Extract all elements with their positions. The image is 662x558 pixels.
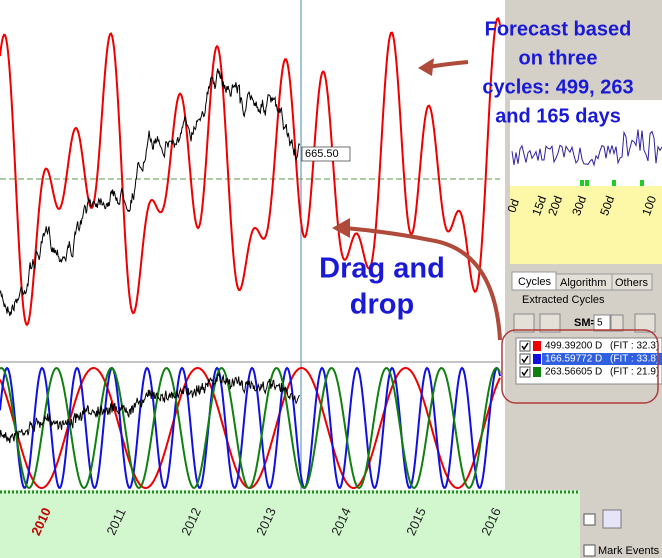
panel-title: Extracted Cycles <box>522 294 605 306</box>
row-checkbox[interactable] <box>519 353 531 365</box>
arrow-head <box>332 218 350 238</box>
periodogram-trace <box>511 129 662 167</box>
cycle-fit: (FIT : 21.9) <box>610 367 659 378</box>
selected-row <box>542 353 662 365</box>
cycle-fit: (FIT : 33.8) <box>610 354 659 365</box>
checkmark <box>521 355 529 364</box>
color-swatch <box>533 367 541 377</box>
tab[interactable] <box>611 273 653 291</box>
cycle-fit: (FIT : 32.3) <box>610 341 659 352</box>
row-checkbox[interactable] <box>519 366 531 378</box>
checkmark <box>521 368 529 377</box>
mark-events-checkbox[interactable] <box>583 544 596 557</box>
arrow <box>344 226 502 341</box>
cycle-curve <box>0 366 501 489</box>
time-axis <box>0 490 580 558</box>
highlight-outline <box>501 329 659 404</box>
arrow-head <box>418 58 434 76</box>
price-label: 665.50 <box>305 148 339 160</box>
sm-label: SM= <box>574 317 597 329</box>
color-swatch <box>533 354 541 364</box>
cycle-period: 499.39200 D <box>545 341 602 352</box>
annotation: cycles: 499, 263 <box>482 76 633 98</box>
tab-label[interactable]: Others <box>615 277 649 289</box>
peak-marker <box>580 180 584 186</box>
sm-value[interactable]: 5 <box>597 318 603 329</box>
button[interactable] <box>539 313 561 333</box>
mark-events-label: Mark Events <box>598 545 660 557</box>
peak-marker <box>585 180 589 186</box>
periodogram-tick: 15d <box>529 194 549 218</box>
periodogram-tick: 50d <box>597 194 617 218</box>
cycle-period: 166.59772 D <box>545 354 602 365</box>
periodogram-tick: 0d <box>504 197 522 214</box>
row-checkbox[interactable] <box>519 340 531 352</box>
price-trace <box>0 68 301 317</box>
periodogram-tick: 20d <box>545 194 565 218</box>
checkmark <box>521 342 529 351</box>
periodogram-axis <box>510 186 662 264</box>
tool-button[interactable] <box>602 509 622 529</box>
annotation: Forecast based <box>485 18 632 40</box>
tab-label[interactable]: Algorithm <box>560 277 606 289</box>
forecast-curve <box>0 16 501 327</box>
tab-label[interactable]: Cycles <box>518 276 552 288</box>
cycle-period: 263.56605 D <box>545 367 602 378</box>
price-trace <box>0 372 300 444</box>
annotation: and 165 days <box>495 105 621 127</box>
checkbox[interactable] <box>583 513 596 526</box>
button[interactable] <box>513 313 535 333</box>
periodogram-tick: 30d <box>569 194 589 218</box>
annotation: drop <box>350 289 414 321</box>
annotation: on three <box>519 47 598 69</box>
button[interactable] <box>634 313 656 333</box>
spinner[interactable] <box>610 314 624 332</box>
annotation: Drag and <box>319 253 445 285</box>
cycle-curve <box>0 367 501 490</box>
price-box <box>301 146 351 162</box>
peak-marker <box>640 180 644 186</box>
periodogram-tick: 100 <box>639 194 659 218</box>
sm-input[interactable] <box>593 314 611 332</box>
peak-marker <box>612 180 616 186</box>
color-swatch <box>533 341 541 351</box>
